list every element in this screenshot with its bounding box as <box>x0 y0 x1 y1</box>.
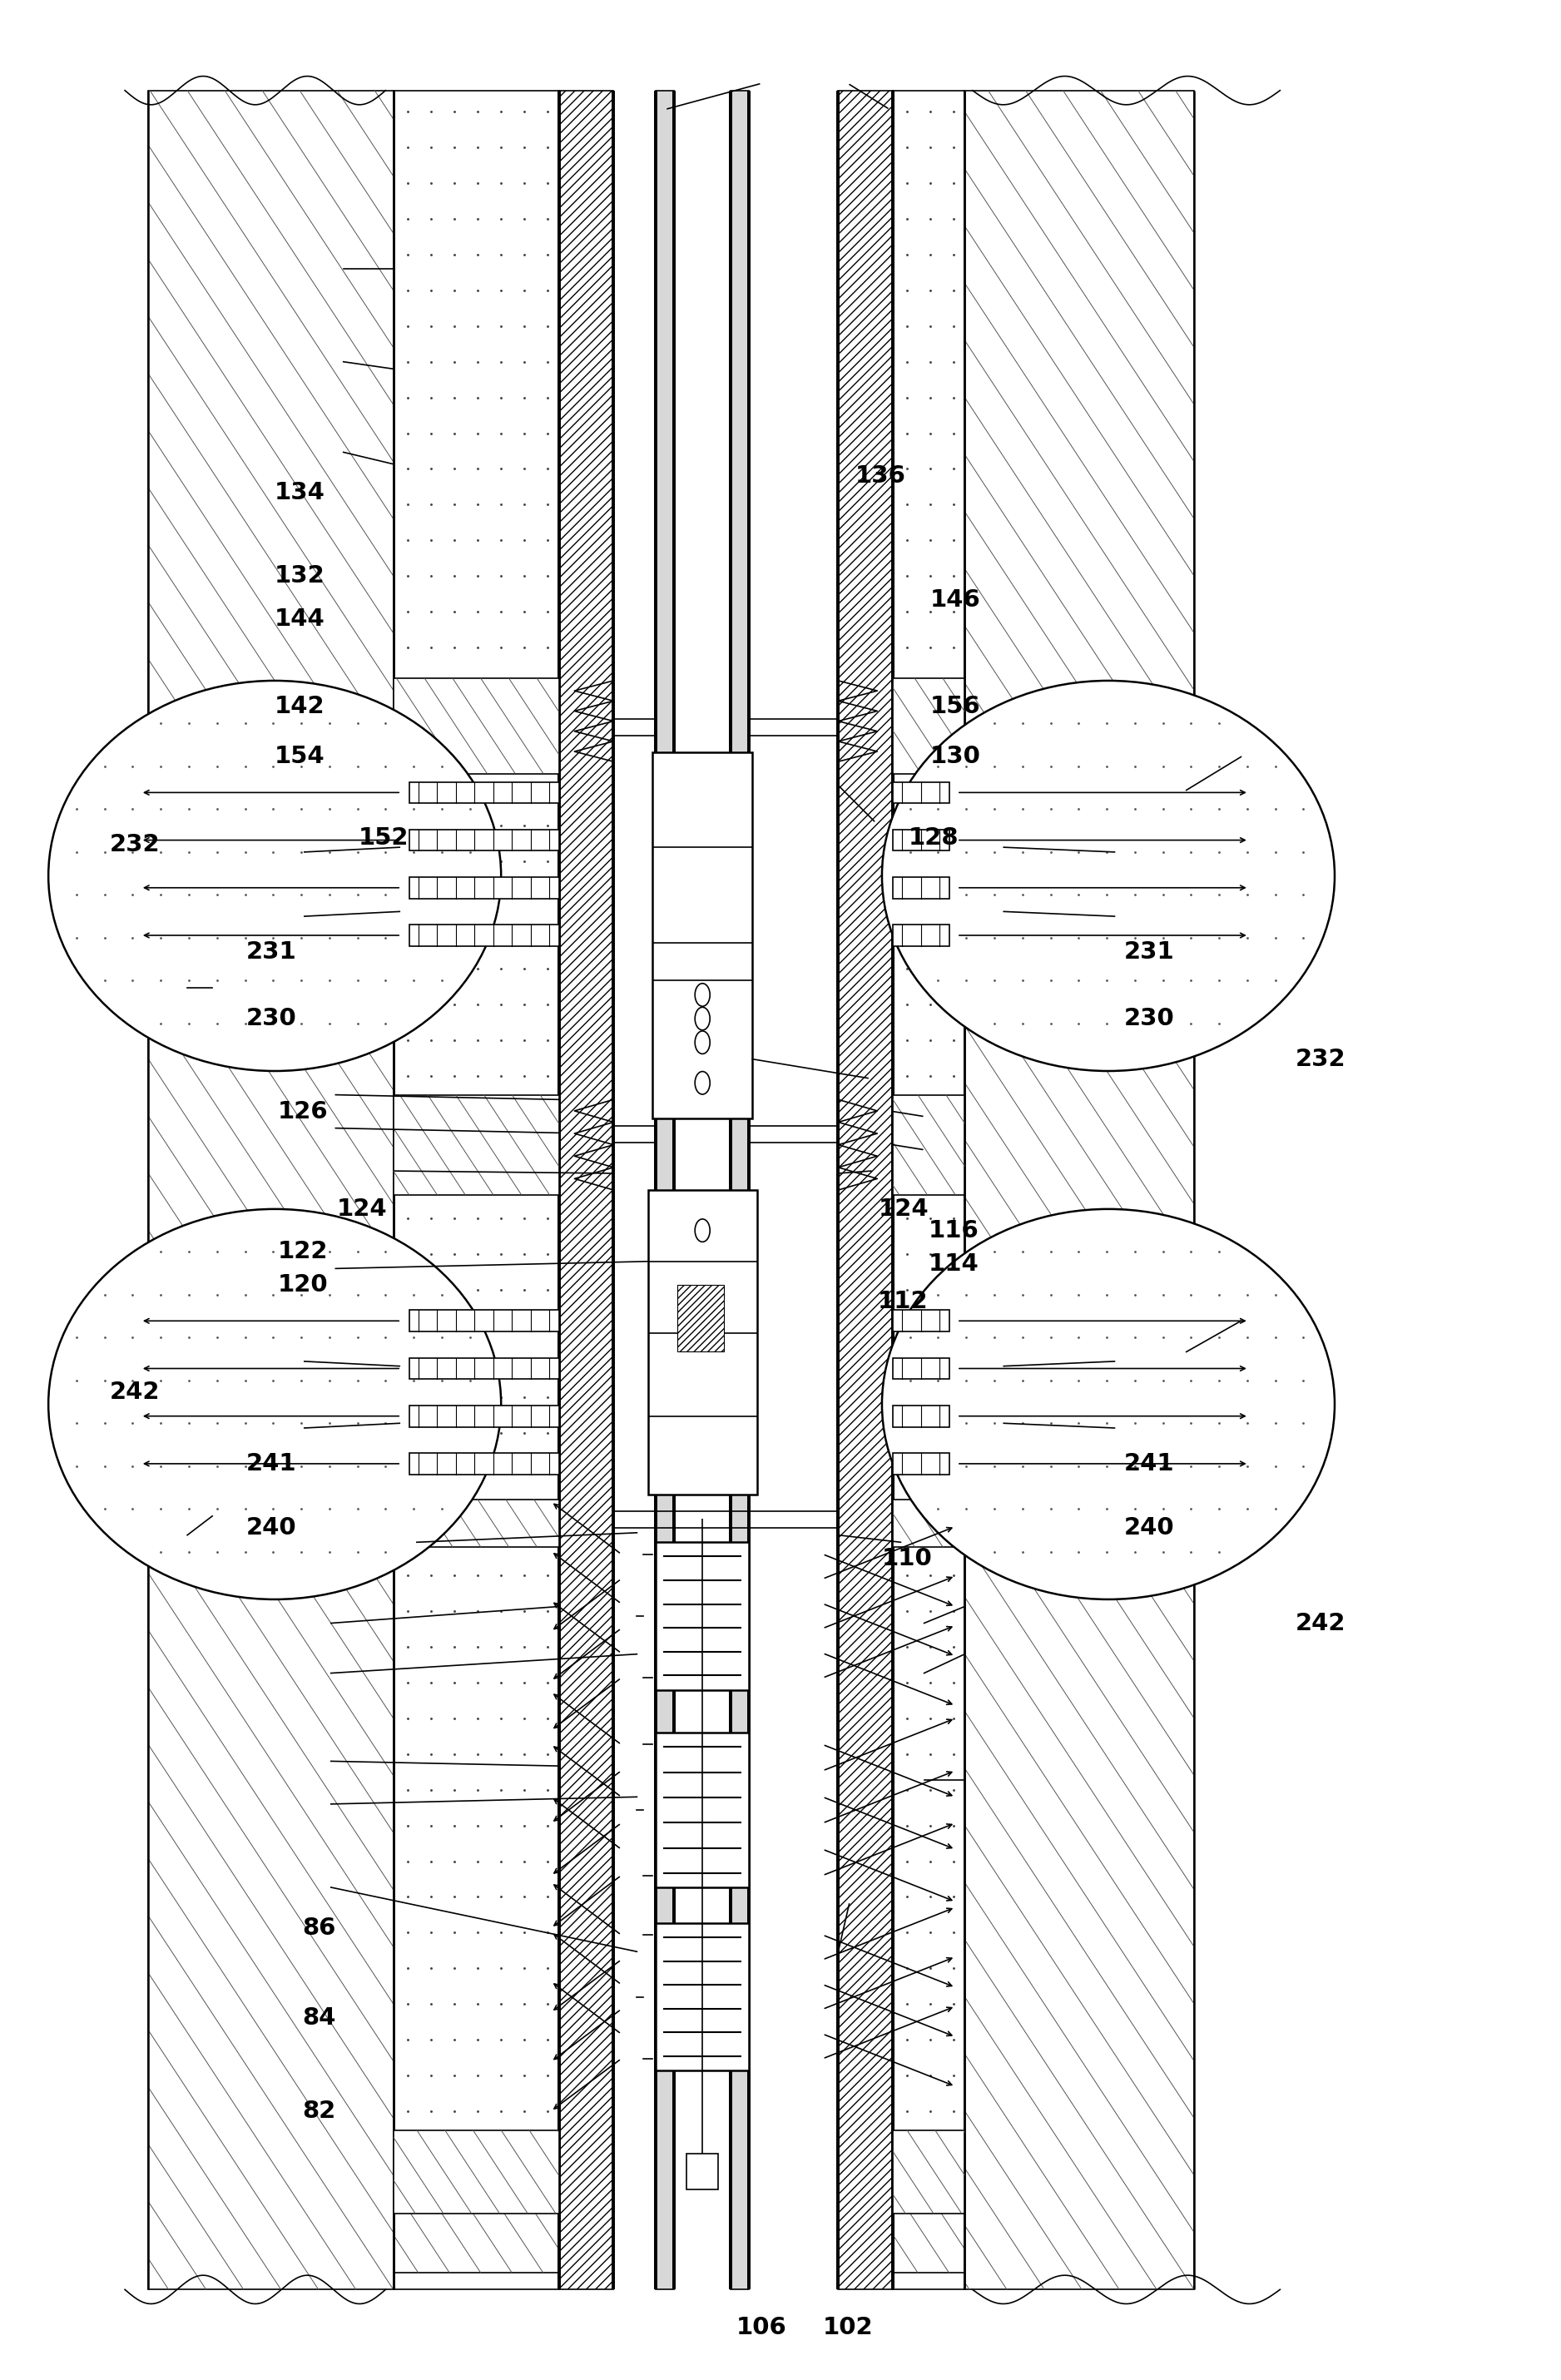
Bar <box>749 90 838 2290</box>
Bar <box>409 1452 559 1476</box>
Bar <box>677 1285 724 1352</box>
Bar <box>731 90 749 2290</box>
Bar <box>648 1190 757 1495</box>
Bar <box>838 90 893 2290</box>
Text: 124: 124 <box>879 1197 929 1221</box>
Bar <box>393 1095 559 1195</box>
Bar <box>893 926 949 947</box>
Text: 106: 106 <box>737 2316 787 2340</box>
Bar <box>893 1357 949 1380</box>
Text: 154: 154 <box>275 745 325 769</box>
Bar <box>656 90 674 2290</box>
Text: 124: 124 <box>337 1197 387 1221</box>
Text: 231: 231 <box>1124 940 1174 964</box>
Bar <box>656 1733 749 1887</box>
Bar <box>893 1404 949 1428</box>
Bar <box>148 90 393 2290</box>
Bar <box>393 2130 559 2213</box>
Bar <box>656 1542 749 1690</box>
Bar <box>409 1404 559 1428</box>
Bar <box>409 1309 559 1333</box>
Text: 142: 142 <box>275 695 325 719</box>
Bar <box>893 1452 949 1476</box>
Bar <box>965 90 1194 2290</box>
Bar <box>893 878 949 900</box>
Text: 120: 120 <box>278 1273 328 1297</box>
Text: 144: 144 <box>275 607 325 631</box>
Bar <box>393 2190 559 2273</box>
Bar <box>674 90 731 2290</box>
Ellipse shape <box>882 681 1335 1071</box>
Text: 122: 122 <box>278 1240 328 1264</box>
Ellipse shape <box>882 1209 1335 1599</box>
Text: 152: 152 <box>359 826 409 850</box>
Text: 230: 230 <box>1124 1007 1174 1031</box>
Text: 242: 242 <box>109 1380 159 1404</box>
Text: 146: 146 <box>930 588 980 612</box>
Text: 116: 116 <box>929 1219 979 1242</box>
Bar <box>409 926 559 947</box>
Text: 240: 240 <box>1124 1516 1174 1540</box>
Text: 86: 86 <box>301 1916 336 1940</box>
Ellipse shape <box>48 681 501 1071</box>
Bar <box>687 2154 718 2190</box>
Text: 132: 132 <box>275 564 325 588</box>
Text: 134: 134 <box>275 481 325 505</box>
Text: 230: 230 <box>247 1007 297 1031</box>
Bar <box>893 2190 965 2273</box>
Bar <box>893 2130 965 2213</box>
Bar <box>409 831 559 852</box>
Text: 242: 242 <box>1296 1611 1346 1635</box>
Text: 82: 82 <box>303 2099 336 2123</box>
Text: 232: 232 <box>109 833 159 857</box>
Text: 112: 112 <box>877 1290 927 1314</box>
Text: 84: 84 <box>301 2006 336 2030</box>
Bar <box>409 878 559 900</box>
Text: 110: 110 <box>882 1547 932 1571</box>
Text: 102: 102 <box>823 2316 873 2340</box>
Text: 130: 130 <box>930 745 980 769</box>
Text: 241: 241 <box>1124 1452 1174 1476</box>
Text: 128: 128 <box>909 826 958 850</box>
Text: 136: 136 <box>855 464 905 488</box>
Text: 241: 241 <box>247 1452 297 1476</box>
Bar <box>613 90 656 2290</box>
Bar <box>893 1309 949 1333</box>
Text: 126: 126 <box>278 1100 328 1123</box>
Bar <box>652 752 752 1119</box>
Text: 114: 114 <box>929 1252 979 1276</box>
Bar <box>393 1499 559 1547</box>
Bar <box>893 678 965 774</box>
Text: 231: 231 <box>247 940 297 964</box>
Bar <box>409 1357 559 1380</box>
Bar <box>893 831 949 852</box>
Text: 240: 240 <box>247 1516 297 1540</box>
Bar <box>893 783 949 804</box>
Bar <box>656 1923 749 2071</box>
Text: 232: 232 <box>1296 1047 1346 1071</box>
Bar <box>409 783 559 804</box>
Ellipse shape <box>48 1209 501 1599</box>
Bar <box>893 90 965 2290</box>
Bar <box>559 90 613 2290</box>
Bar <box>893 1095 965 1195</box>
Bar <box>393 678 559 774</box>
Bar <box>393 90 559 2290</box>
Text: 156: 156 <box>930 695 980 719</box>
Bar <box>893 1499 965 1547</box>
